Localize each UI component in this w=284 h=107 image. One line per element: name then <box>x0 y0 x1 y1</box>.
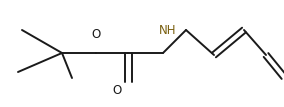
Text: NH: NH <box>159 24 177 36</box>
Text: O: O <box>112 83 122 97</box>
Text: O: O <box>91 28 101 42</box>
